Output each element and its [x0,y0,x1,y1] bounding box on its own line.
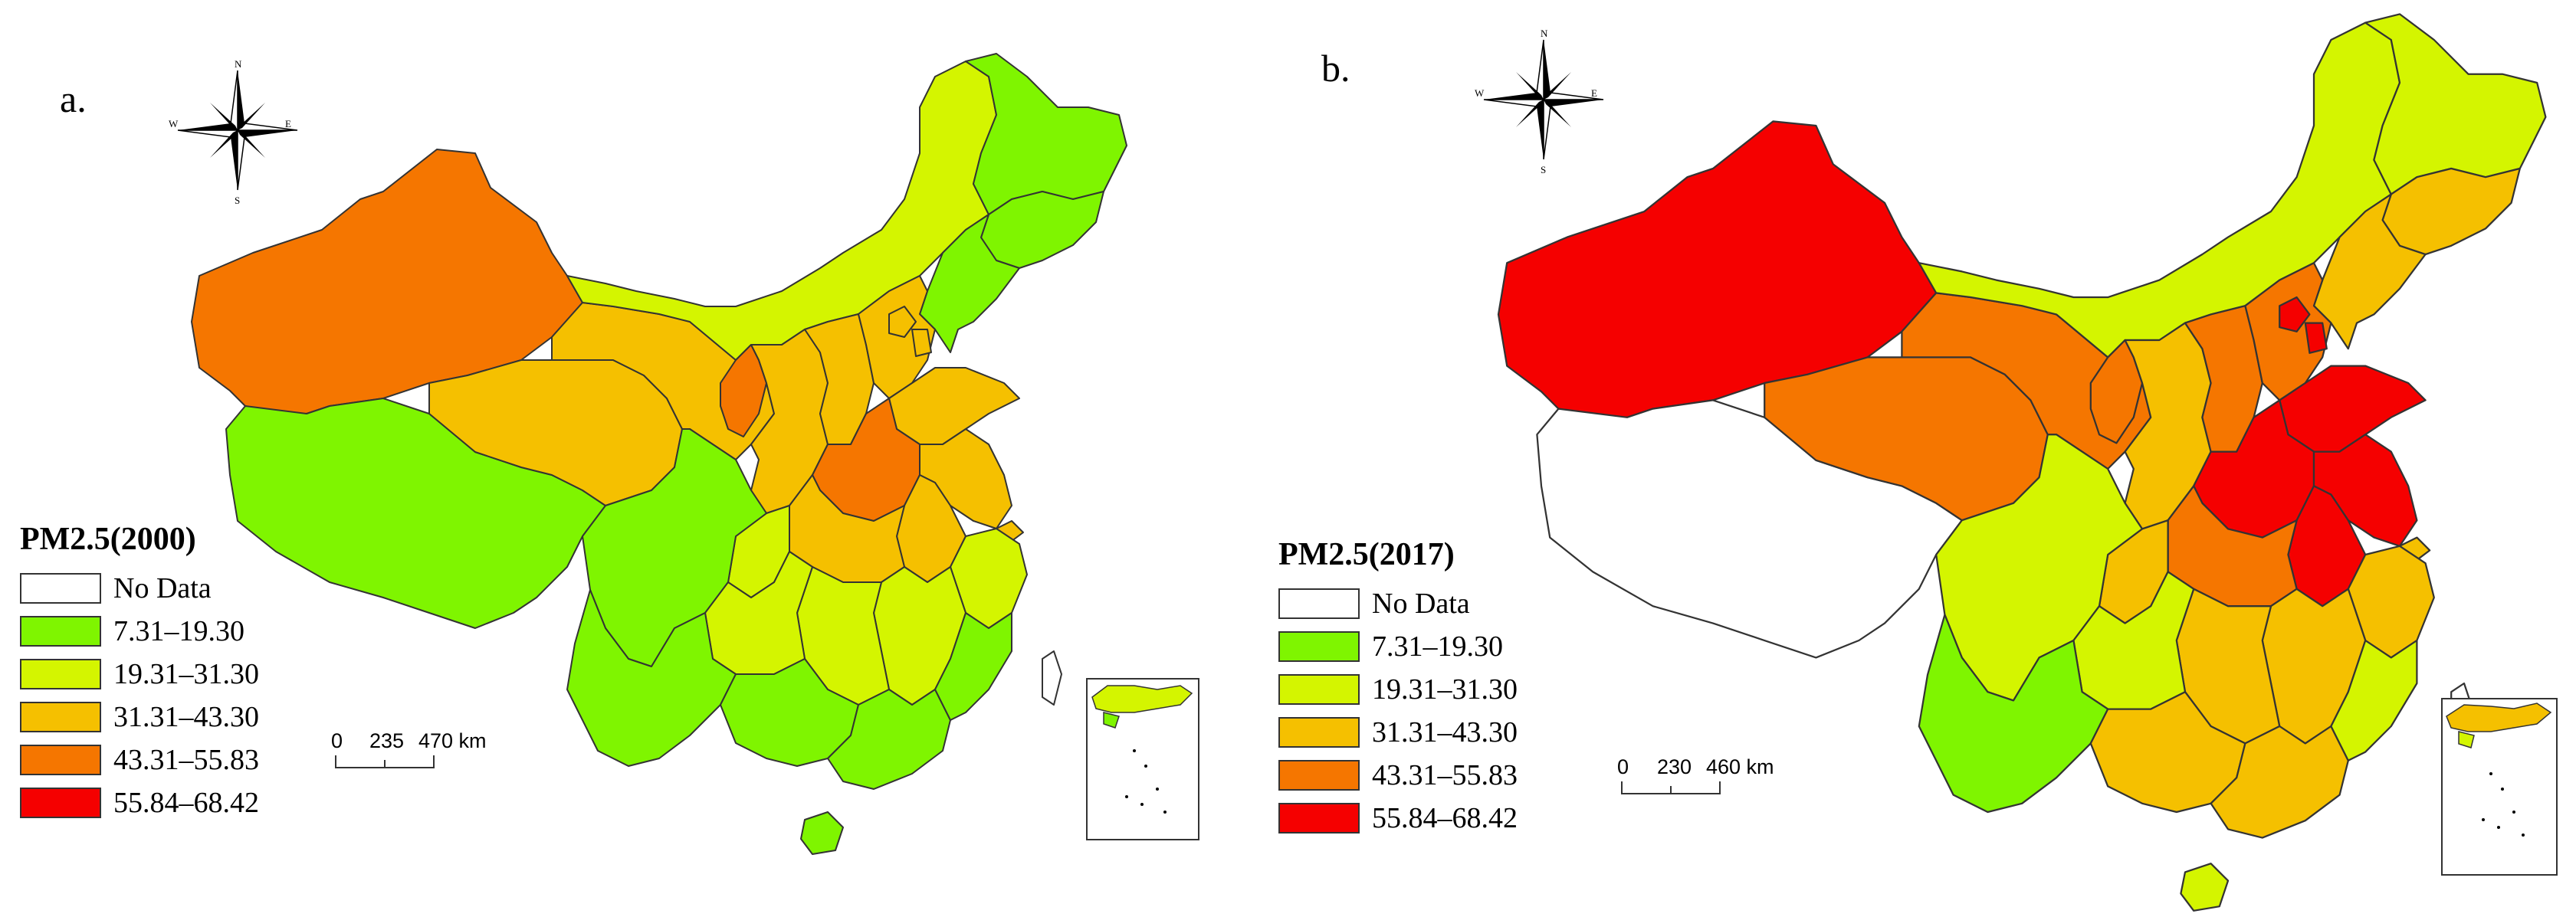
region-tibet [225,398,606,629]
region-hebei [858,275,936,399]
legend-item: 31.31–43.30 [20,696,259,739]
compass-e: E [1591,87,1597,99]
region-guangdong [827,689,951,790]
legend-swatch [1278,717,1360,748]
panel-label: a. [60,77,87,120]
legend-label: 19.31–31.30 [1372,673,1518,706]
south-china-sea-inset [1086,678,1199,840]
scale-labels: 0 230 460 km [1617,755,1896,786]
legend: PM2.5(2017) No Data 7.31–19.30 19.31–31.30… [1278,536,1518,840]
scale-end: 470 km [418,729,487,752]
legend-swatch [1278,760,1360,791]
region-ningxia [2089,339,2144,444]
region-heilongjiang [965,53,1127,215]
legend-item: No Data [20,567,259,610]
legend-label: 55.84–68.42 [113,787,259,819]
legend-item: 7.31–19.30 [20,610,259,653]
legend-item: 55.84–68.42 [20,781,259,824]
region-tianjin [2304,322,2328,354]
scale-mid: 235 [369,729,405,752]
legend-label: 55.84–68.42 [1372,802,1518,834]
legend-item: 7.31–19.30 [1278,625,1518,668]
scale-bar-line [1621,781,1721,794]
region-hebei [2244,262,2332,401]
region-tibet [1536,399,1963,659]
region-ningxia [720,344,767,437]
legend-item: 19.31–31.30 [1278,668,1518,711]
legend-label: 31.31–43.30 [1372,716,1518,748]
legend-label: 7.31–19.30 [1372,630,1503,663]
legend-swatch [20,616,101,647]
region-beijing [2279,296,2311,332]
legend-swatch [1278,674,1360,705]
legend-item: No Data [1278,582,1518,625]
scale-mid: 230 [1657,755,1692,778]
legend-swatch [1278,803,1360,833]
legend-label: 19.31–31.30 [113,658,259,690]
legend-label: No Data [1372,588,1470,620]
legend-item: 19.31–31.30 [20,653,259,696]
compass-s: S [235,195,240,206]
scale-zero: 0 [1617,755,1629,778]
china-map: N S E W [169,53,1199,855]
region-tianjin [911,329,932,357]
region-hainan [2180,863,2230,912]
scale-end: 460 km [1706,755,1774,778]
region-beijing [888,306,917,338]
region-taiwan [1042,650,1062,706]
legend-swatch [1278,588,1360,619]
legend-label: 43.31–55.83 [1372,759,1518,791]
legend-rows: No Data 7.31–19.30 19.31–31.30 31.31–43.30 4… [1278,582,1518,840]
legend-swatch [1278,631,1360,662]
legend-swatch [20,745,101,775]
compass-e: E [285,118,291,129]
legend-label: No Data [113,572,212,604]
region-guangdong [2210,725,2349,839]
compass-rose: N S E W [169,58,298,206]
region-fujian [2330,639,2418,761]
compass-w: W [1475,87,1485,99]
compass-w: W [169,118,179,129]
scale-bar-line [335,755,435,768]
legend: PM2.5(2000) No Data 7.31–19.30 19.31–31.30… [20,521,259,824]
south-china-sea-inset [2441,698,2558,876]
compass-s: S [1541,164,1546,175]
legend-swatch [20,702,101,732]
region-hainan [800,811,844,855]
legend-rows: No Data 7.31–19.30 19.31–31.30 31.31–43.30 4… [20,567,259,824]
legend-swatch [20,573,101,604]
scale-zero: 0 [331,729,343,752]
legend-label: 31.31–43.30 [113,701,259,733]
scale-labels: 0 235 470 km [331,729,610,760]
china-map: N S E W [1475,13,2558,912]
legend-item: 43.31–55.83 [20,739,259,781]
legend-label: 7.31–19.30 [113,615,244,647]
map-panel-2017: b. N S E W [1278,0,2575,917]
legend-swatch [20,659,101,689]
map-panel-2000: a. N S E W [20,53,1199,855]
legend-title: PM2.5(2017) [1278,537,1455,572]
region-heilongjiang [2364,13,2547,195]
compass-rose: N S E W [1475,28,1604,175]
legend-item: 43.31–55.83 [1278,754,1518,797]
legend-title: PM2.5(2000) [20,522,196,557]
legend-item: 55.84–68.42 [1278,797,1518,840]
panel-label: b. [1321,47,1350,90]
legend-item: 31.31–43.30 [1278,711,1518,754]
legend-swatch [20,788,101,818]
compass-n: N [1541,28,1548,39]
region-fujian [934,612,1012,721]
compass-n: N [235,58,242,70]
legend-label: 43.31–55.83 [113,744,259,776]
